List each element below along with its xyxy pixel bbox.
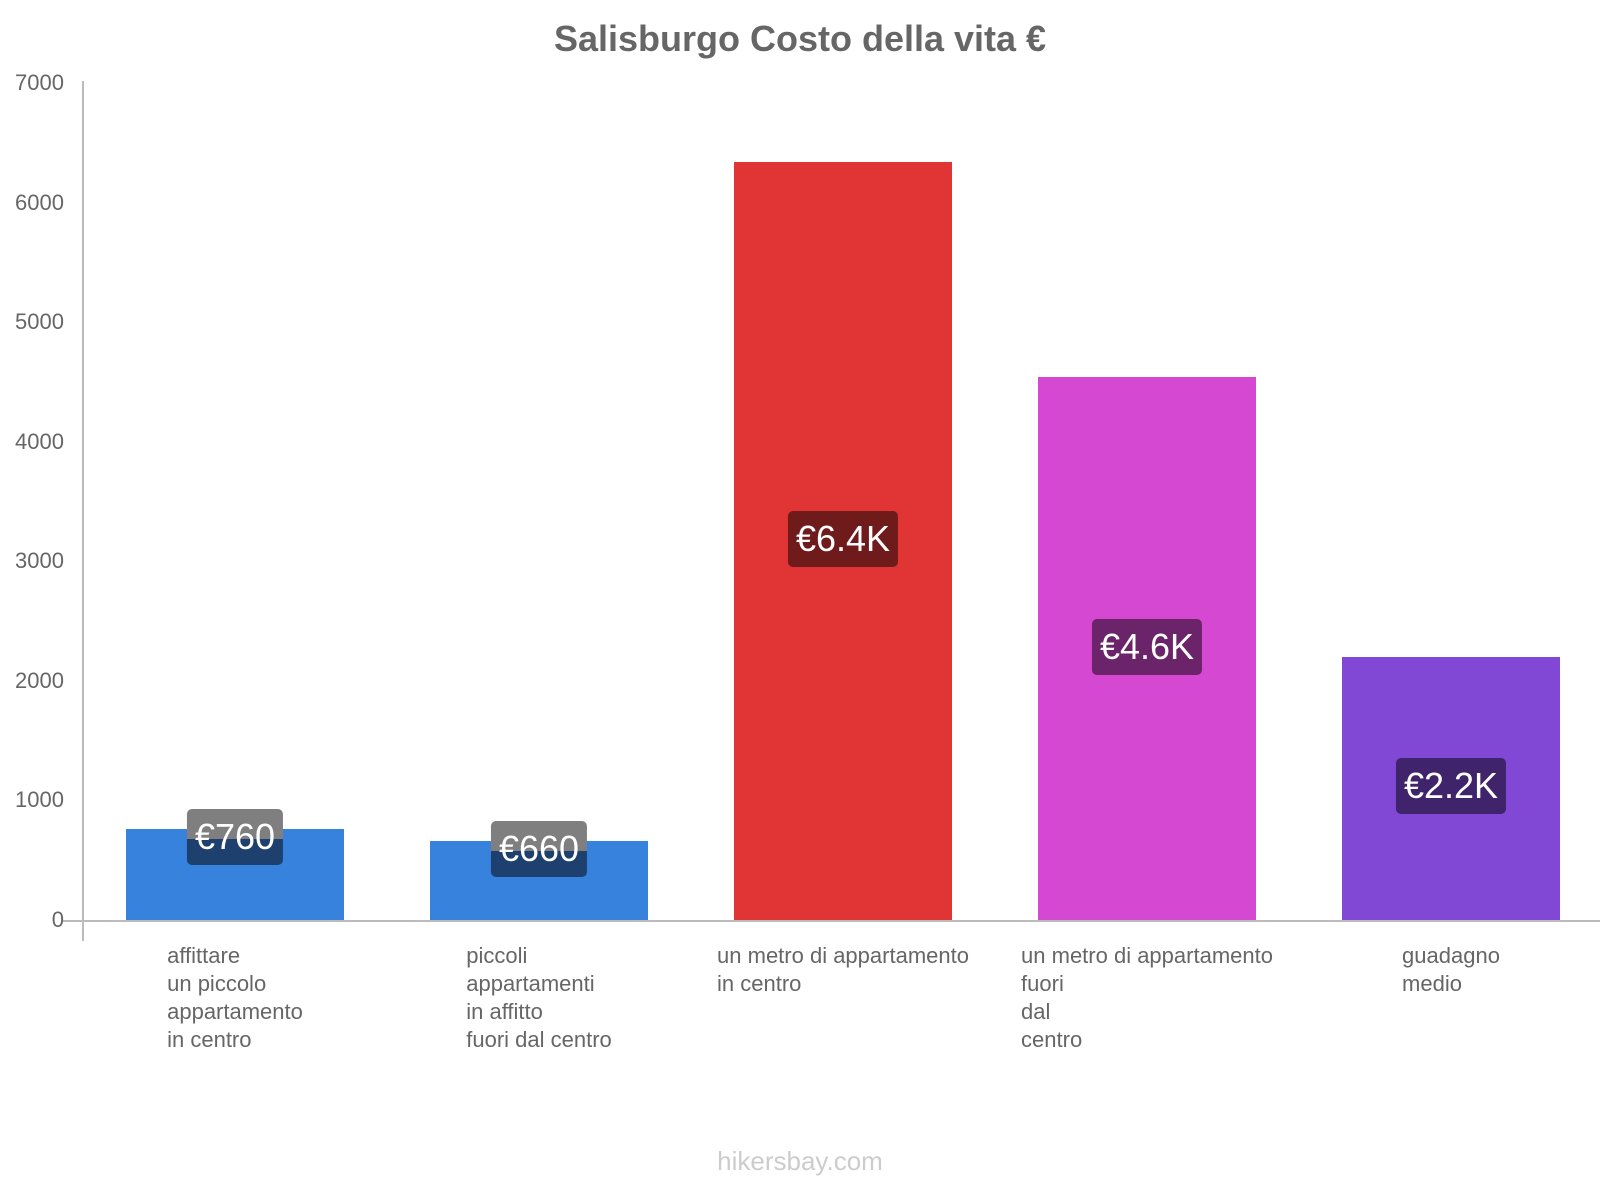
x-tick-label: affittare un piccolo appartamento in cen… [167, 943, 303, 1052]
y-tick-label: 6000 [15, 189, 64, 215]
bar-value-label: €6.4K [787, 510, 899, 567]
x-tick-label: un metro di appartamento in centro [717, 943, 969, 996]
watermark: hikersbay.com [717, 1146, 883, 1176]
y-tick-label: 2000 [15, 667, 64, 693]
bar-value-label: €760 [186, 809, 284, 866]
y-tick-label: 3000 [15, 548, 64, 574]
y-axis-line [82, 81, 84, 941]
y-tick-label: 5000 [15, 309, 64, 335]
x-tick-label: piccoli appartamenti in affitto fuori da… [466, 943, 612, 1052]
y-tick-label: 1000 [15, 787, 64, 813]
y-tick-label: 7000 [15, 70, 64, 95]
y-tick-label: 0 [51, 907, 64, 932]
bar-value-label: €4.6K [1091, 618, 1203, 675]
x-axis-line [62, 920, 1600, 922]
bar-value-label: €2.2K [1395, 758, 1507, 815]
y-tick-label: 4000 [15, 428, 64, 454]
x-tick-label: guadagno medio [1402, 943, 1500, 996]
x-tick-label: un metro di appartamento fuori dal centr… [1021, 943, 1273, 1052]
bar-value-label: €660 [490, 821, 588, 878]
chart-title: Salisburgo Costo della vita € [553, 18, 1047, 59]
